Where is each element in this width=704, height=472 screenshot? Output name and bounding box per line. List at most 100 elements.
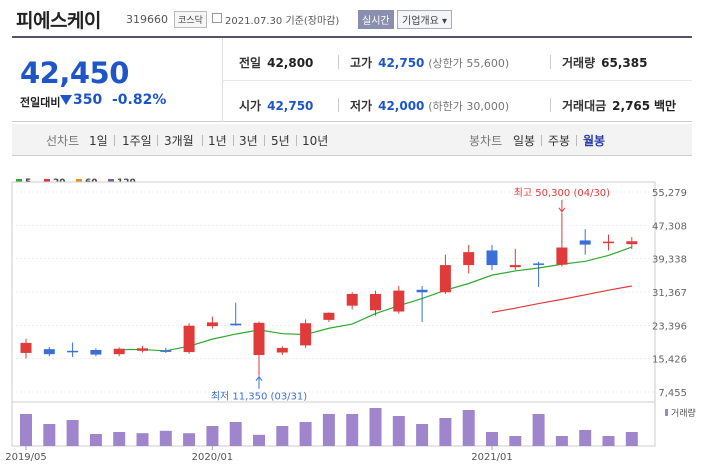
change-percent: -0.82% [112, 92, 167, 108]
market-badge: 코스닥 [174, 11, 207, 28]
candle-body [626, 241, 638, 245]
date-value: 2021.07.30 [225, 16, 283, 27]
current-price: 42,450 [20, 56, 129, 90]
candle-body [67, 350, 79, 353]
company-overview-button[interactable]: 기업개요 ▾ [397, 10, 453, 29]
tab-10y[interactable]: 10년 [302, 134, 329, 148]
candle-body [113, 348, 125, 355]
volume-bar [136, 433, 149, 446]
volume-bar [276, 426, 289, 446]
dropdown-icon: ▾ [442, 16, 448, 27]
volume-bar [625, 432, 638, 446]
down-arrow-icon [60, 95, 72, 105]
candle-body [137, 348, 148, 351]
candle-body [603, 241, 614, 244]
volume-value: 65,385 [601, 56, 648, 70]
divider [114, 135, 115, 146]
candle-body [393, 290, 405, 312]
x-tick-label: 2020/01 [192, 452, 234, 463]
divider [338, 98, 339, 112]
tab-daily[interactable]: 일봉 [513, 134, 536, 148]
high-value: 42,750 [378, 56, 425, 70]
overview-label: 기업개요 [402, 16, 439, 27]
divider [550, 55, 551, 69]
quote-date: 2021.07.30 기준(장마감) [225, 12, 339, 27]
low-label: 저가 [350, 99, 373, 113]
ma20-line [491, 285, 632, 313]
low-arrow-icon [255, 375, 263, 382]
y-tick-label: 55,279 [652, 188, 687, 199]
candle-body [253, 322, 265, 356]
volume-bar [229, 422, 242, 446]
open: 시가 42,750 [239, 97, 313, 114]
volume-bar [346, 414, 359, 446]
tab-weekly[interactable]: 주봉 [548, 134, 571, 148]
tab-1d[interactable]: 1일 [89, 134, 108, 148]
y-tick-label: 31,367 [652, 288, 687, 299]
date-basis: 기준(장마감) [285, 16, 340, 27]
amount-label: 거래대금 [562, 99, 607, 113]
divider [576, 135, 577, 146]
candle-body [370, 293, 381, 311]
volume-bar [439, 418, 452, 446]
volume-bar [532, 414, 545, 446]
tab-3m[interactable]: 3개월 [164, 134, 194, 148]
y-tick-label: 47,308 [652, 221, 687, 232]
candle-body [556, 247, 568, 265]
candle-body [90, 349, 102, 355]
prev-close-value: 42,800 [267, 56, 314, 70]
candle-body [533, 263, 545, 265]
volume-bar [159, 430, 172, 446]
low: 저가 42,000 (하한가 30,000) [350, 97, 509, 114]
trade-amount: 거래대금 2,765 백만 [562, 97, 676, 114]
candle-body [230, 323, 242, 326]
volume: 거래량 65,385 [562, 54, 647, 71]
tab-3y[interactable]: 3년 [239, 134, 258, 148]
candle-body [579, 240, 591, 245]
tab-5y[interactable]: 5년 [271, 134, 290, 148]
divider [338, 55, 339, 69]
line-chart-label: 선차트 [46, 134, 80, 148]
prev-close-label: 전일 [239, 56, 262, 70]
high-annotation: 최고 50,300 (04/30) [514, 187, 610, 199]
divider [296, 135, 297, 146]
x-tick-label: 2019/05 [5, 452, 47, 463]
volume-bar [486, 432, 498, 446]
prev-close: 전일 42,800 [239, 54, 313, 71]
tab-monthly[interactable]: 월봉 [583, 134, 606, 148]
volume-bar [579, 430, 592, 446]
divider [541, 135, 542, 146]
y-tick-label: 15,426 [652, 355, 687, 366]
tab-1w[interactable]: 1주일 [122, 134, 152, 148]
volume-legend-swatch [665, 409, 668, 416]
candle-body [276, 347, 288, 353]
volume-bar [322, 414, 335, 446]
candle-body [300, 323, 312, 346]
candle-body [183, 325, 195, 353]
high: 고가 42,750 (상한가 55,600) [350, 54, 509, 71]
amount-unit: 백만 [653, 99, 677, 113]
divider [202, 135, 203, 146]
volume-bar [253, 434, 265, 446]
tab-1y[interactable]: 1년 [208, 134, 227, 148]
volume-bar [206, 426, 219, 446]
volume-bar [20, 414, 32, 446]
volume-bar [183, 433, 196, 446]
volume-bar [555, 436, 568, 446]
volume-bar [43, 424, 56, 446]
candle-body [160, 350, 172, 352]
high-arrow-icon [558, 207, 566, 213]
volume-legend-label: 거래량 [671, 407, 696, 419]
low-value: 42,000 [378, 99, 425, 113]
quote-panel: 42,450 전일대비 350 -0.82% 전일 42,800 고가 42,750… [12, 36, 692, 122]
volume-bar [66, 420, 79, 446]
divider [233, 135, 234, 146]
volume-label: 거래량 [562, 56, 596, 70]
y-tick-label: 7,455 [658, 388, 687, 399]
candle-chart-label: 봉차트 [469, 134, 503, 148]
volume-bar [369, 408, 382, 446]
realtime-button[interactable]: 실시간 [358, 10, 394, 29]
change-label: 전일대비 [20, 96, 61, 109]
y-tick-label: 23,396 [652, 321, 687, 332]
candle-body [463, 252, 475, 266]
